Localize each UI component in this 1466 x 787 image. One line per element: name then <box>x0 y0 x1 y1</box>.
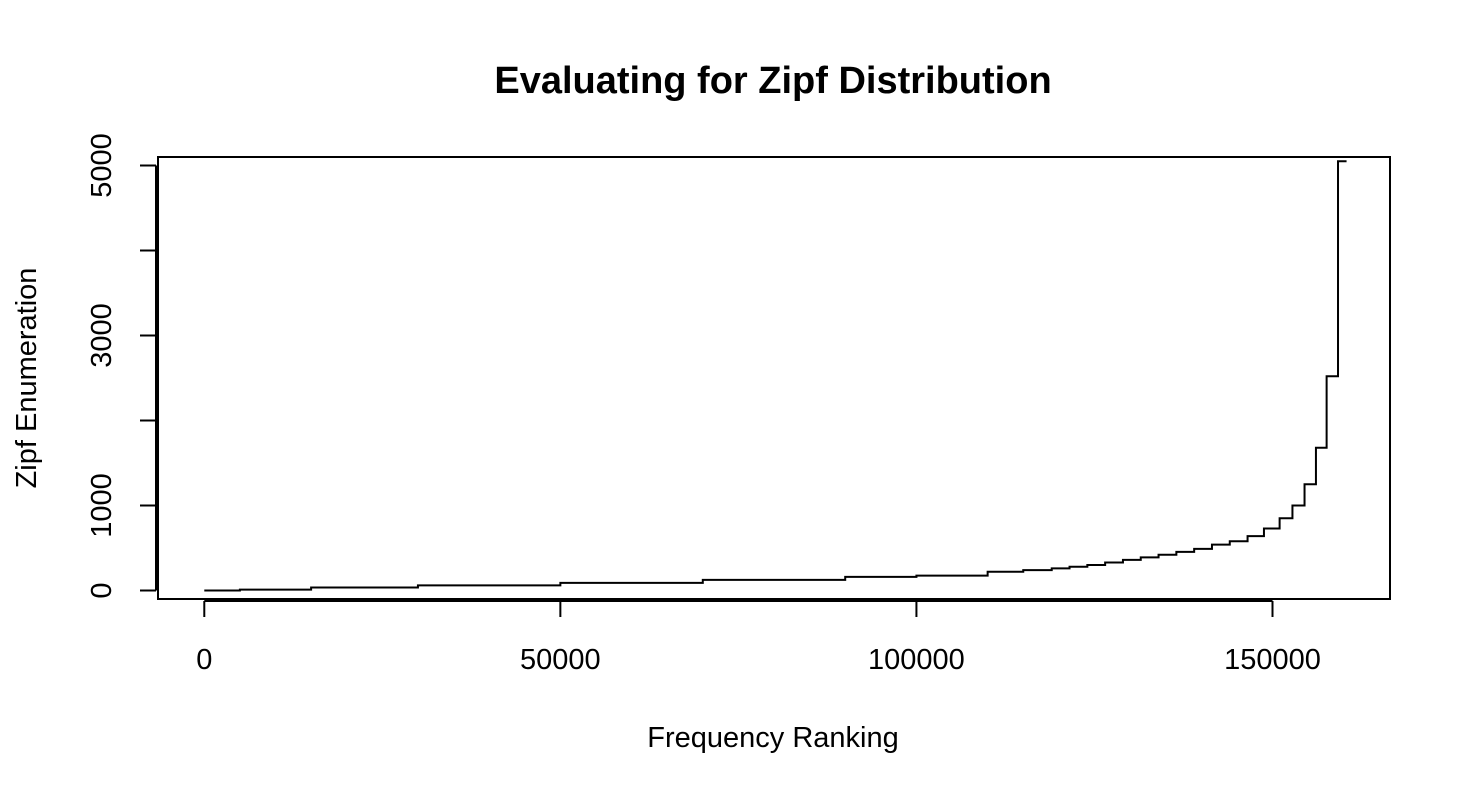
y-tick-label: 1000 <box>86 473 118 538</box>
x-tick-label: 0 <box>196 644 212 676</box>
series-layer <box>204 160 1347 592</box>
x-tick-label: 50000 <box>520 644 601 676</box>
plot-frame <box>157 156 1391 600</box>
x-axis: 0 50000 100000 150000 <box>196 600 1321 676</box>
series-line <box>204 160 1347 592</box>
x-tick-label: 100000 <box>868 644 965 676</box>
y-axis-label: Zipf Enumeration <box>11 268 43 489</box>
y-axis: 0 1000 3000 5000 <box>86 133 157 599</box>
x-axis-label: Frequency Ranking <box>647 722 898 754</box>
y-tick-label: 0 <box>86 582 118 598</box>
x-tick-label: 150000 <box>1224 644 1321 676</box>
chart-title: Evaluating for Zipf Distribution <box>494 60 1051 102</box>
y-tick-label: 5000 <box>86 133 118 198</box>
y-tick-label: 3000 <box>86 303 118 368</box>
